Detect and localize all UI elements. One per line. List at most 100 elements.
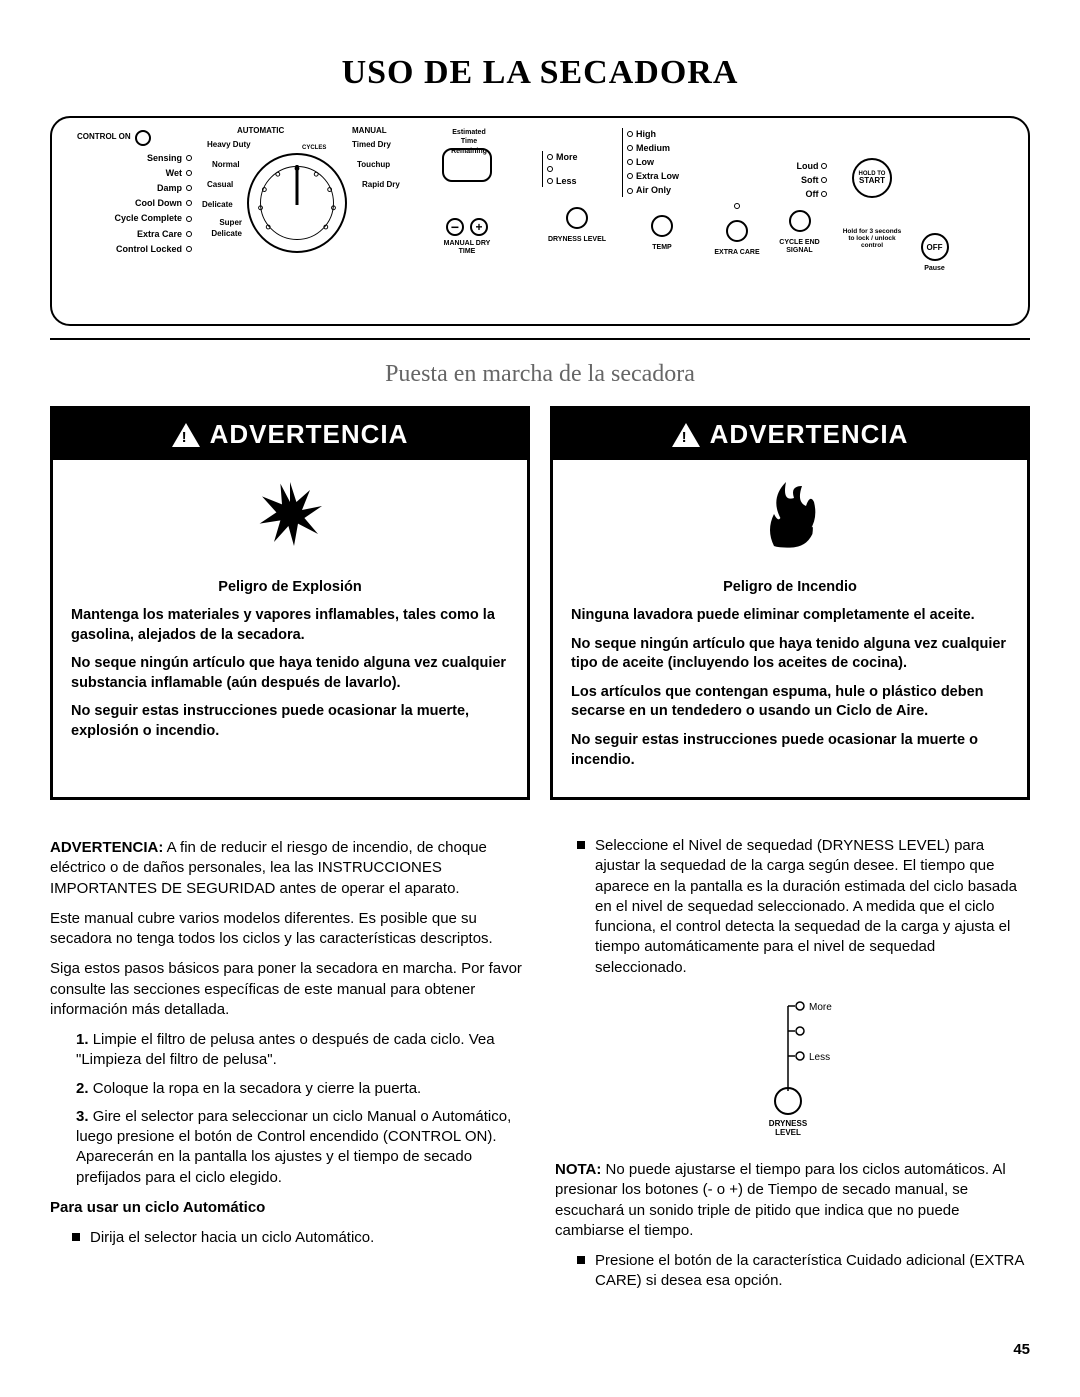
damp-label: Damp: [157, 182, 182, 194]
extra-care-dot: [734, 203, 740, 209]
temp-medium-label: Medium: [636, 142, 670, 154]
step-2: 2. Coloque la ropa en la secadora y cier…: [72, 1079, 525, 1099]
dryness-less-label: Less: [556, 175, 577, 187]
damp-indicator: [186, 185, 192, 191]
dl-text2: LEVEL: [775, 1128, 801, 1136]
cycles-arc-label: CYCLES: [302, 144, 326, 152]
fire-warning-box: ADVERTENCIA Peligro de Incendio Ninguna …: [550, 406, 1030, 800]
warning-header-text: ADVERTENCIA: [210, 417, 409, 452]
extra-care-ind-label: Extra Care: [137, 228, 182, 240]
dryness-less-dot: [547, 178, 553, 184]
cycle-complete-indicator: [186, 216, 192, 222]
sensing-indicator: [186, 155, 192, 161]
dryness-more-dot: [547, 154, 553, 160]
nota-label: NOTA:: [555, 1161, 601, 1178]
extra-care-bullet: Presione el botón de la característica C…: [577, 1251, 1030, 1292]
signal-loud-label: Loud: [796, 161, 818, 171]
explosion-p1: Mantenga los materiales y vapores inflam…: [71, 606, 509, 645]
plus-button: +: [470, 218, 488, 236]
models-text: Este manual cubre varios modelos diferen…: [50, 909, 525, 950]
steps-intro: Siga estos pasos básicos para poner la s…: [50, 959, 525, 1020]
temp-aironly-label: Air Only: [636, 184, 671, 196]
cycle-dial: [247, 153, 347, 253]
signal-off-label: Off: [805, 189, 818, 199]
dl-text1: DRYNESS: [768, 1119, 807, 1128]
signal-button: [789, 210, 811, 232]
dryness-mid-dot: [547, 166, 553, 172]
fire-p3: Los artículos que contengan espuma, hule…: [571, 683, 1009, 722]
temp-low-label: Low: [636, 156, 654, 168]
cycle-complete-label: Cycle Complete: [114, 212, 182, 224]
temp-label: TEMP: [622, 244, 702, 252]
fire-p4: No seguir estas instrucciones puede ocas…: [571, 731, 1009, 770]
explosion-icon: [53, 460, 527, 568]
step-3: 3. Gire el selector para seleccionar un …: [72, 1107, 525, 1188]
casual-label: Casual: [207, 180, 233, 191]
time-display: [442, 148, 492, 182]
fire-icon: [553, 460, 1027, 568]
start-button: HOLD TO START: [852, 158, 892, 198]
temp-extralow-label: Extra Low: [636, 170, 679, 182]
signal-soft-label: Soft: [801, 175, 819, 185]
warning-triangle-icon: [172, 423, 200, 447]
wet-indicator: [186, 170, 192, 176]
start-label: START: [854, 177, 890, 185]
manual-dry-time-label: MANUAL DRY TIME: [437, 240, 497, 255]
automatic-header: AUTOMATIC: [237, 126, 284, 137]
start-note: Hold for 3 seconds to lock / unlock cont…: [842, 228, 902, 249]
more-text: More: [809, 1002, 832, 1013]
explosion-warning-box: ADVERTENCIA Peligro de Explosión Manteng…: [50, 406, 530, 800]
step-1: 1. Limpie el filtro de pelusa antes o de…: [72, 1030, 525, 1071]
section-subtitle: Puesta en marcha de la secadora: [50, 358, 1030, 390]
advertencia-label: ADVERTENCIA:: [50, 839, 163, 856]
control-locked-indicator: [186, 246, 192, 252]
explosion-p3: No seguir estas instrucciones puede ocas…: [71, 702, 509, 741]
fire-title: Peligro de Incendio: [571, 578, 1009, 598]
left-column: ADVERTENCIA: A fin de reducir el riesgo …: [50, 828, 525, 1300]
nota-text: No puede ajustarse el tiempo para los ci…: [555, 1161, 1006, 1239]
wet-label: Wet: [166, 167, 182, 179]
pause-label: Pause: [912, 265, 957, 273]
temp-high-label: High: [636, 128, 656, 140]
page-title: USO DE LA SECADORA: [50, 50, 1030, 96]
cooldown-label: Cool Down: [135, 197, 182, 209]
page-number: 45: [50, 1340, 1030, 1360]
divider: [50, 338, 1030, 340]
extra-care-label: EXTRA CARE: [712, 249, 762, 257]
off-button: OFF: [921, 233, 949, 261]
delicate-label: Delicate: [202, 200, 233, 211]
manual-header: MANUAL: [352, 126, 387, 137]
rapid-dry-label: Rapid Dry: [362, 180, 400, 191]
auto-bullet-1: Dirija el selector hacia un ciclo Automá…: [72, 1228, 525, 1248]
extra-care-indicator: [186, 231, 192, 237]
fire-p1: Ninguna lavadora puede eliminar completa…: [571, 606, 1009, 626]
timed-dry-label: Timed Dry: [352, 140, 391, 151]
dryness-select-bullet: Seleccione el Nivel de sequedad (DRYNESS…: [577, 836, 1030, 978]
extra-care-button: [726, 220, 748, 242]
warning-header-text: ADVERTENCIA: [710, 417, 909, 452]
signal-label: CYCLE END SIGNAL: [772, 239, 827, 254]
control-on-button: [135, 130, 151, 146]
sensing-label: Sensing: [147, 152, 182, 164]
dryness-more-label: More: [556, 151, 578, 163]
fire-p2: No seque ningún artículo que haya tenido…: [571, 635, 1009, 674]
heavy-duty-label: Heavy Duty: [207, 140, 251, 151]
dryness-button: [566, 207, 588, 229]
temp-button: [651, 215, 673, 237]
less-text: Less: [809, 1052, 830, 1063]
explosion-p2: No seque ningún artículo que haya tenido…: [71, 654, 509, 693]
warning-triangle-icon: [672, 423, 700, 447]
control-on-label: CONTROL ON: [77, 132, 131, 143]
explosion-title: Peligro de Explosión: [71, 578, 509, 598]
minus-button: −: [446, 218, 464, 236]
control-locked-label: Control Locked: [116, 243, 182, 255]
control-panel-diagram: CONTROL ON Sensing Wet Damp Cool Down Cy…: [50, 116, 1030, 326]
touchup-label: Touchup: [357, 160, 390, 171]
right-column: Seleccione el Nivel de sequedad (DRYNESS…: [555, 828, 1030, 1300]
normal-label: Normal: [212, 160, 240, 171]
cooldown-indicator: [186, 200, 192, 206]
dryness-level-diagram: More Less DRYNESS LEVEL: [555, 996, 1030, 1142]
auto-cycle-heading: Para usar un ciclo Automático: [50, 1198, 525, 1218]
dryness-level-label: DRYNESS LEVEL: [542, 236, 612, 244]
super-delicate-label: Super Delicate: [207, 218, 242, 240]
